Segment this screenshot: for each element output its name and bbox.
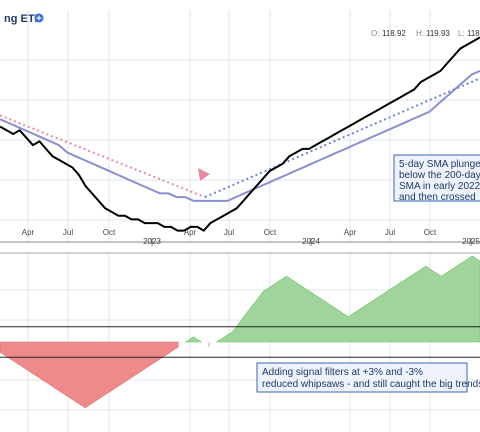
- x-tick-label: Jul: [385, 228, 395, 237]
- ohlc-low-value: 118: [467, 29, 480, 38]
- ohlc-open-value: 118.92: [382, 29, 406, 38]
- indicator-threshold-lines: [0, 326, 480, 358]
- price-annotation-text: 5-day SMA plunged below the 200-day SMA …: [399, 159, 480, 203]
- price-annotation: 5-day SMA plunged below the 200-day SMA …: [393, 154, 480, 203]
- price-annotation-box: [393, 154, 480, 202]
- positive-area: [184, 336, 203, 343]
- indicator-annotation-box: [256, 362, 468, 393]
- indicator-area: [0, 255, 480, 409]
- price-panel-bg: [0, 10, 480, 242]
- x-tick-label: Apr: [22, 228, 35, 237]
- x-tick-label: Oct: [264, 228, 277, 237]
- year-label: 2024: [302, 237, 320, 246]
- ohlc-high-key: H:: [416, 29, 424, 38]
- x-tick-label: Oct: [103, 228, 116, 237]
- x-tick-label: Oct: [424, 228, 437, 237]
- price-series: [0, 36, 480, 232]
- price-grid: [0, 10, 480, 242]
- info-plus-icon[interactable]: [34, 13, 44, 23]
- series-line-sma-long: [0, 69, 480, 202]
- ohlc-readout: O: 118.92 H: 119.93 L: 118: [371, 29, 480, 38]
- ohlc-open-key: O:: [371, 29, 379, 38]
- crossover-arrow: [198, 168, 210, 181]
- x-tick-label: Apr: [184, 228, 197, 237]
- series-line-trend-down-dotted: [0, 114, 206, 199]
- indicator-annotation-text: Adding signal filters at +3% and -3% red…: [262, 367, 480, 390]
- year-label: 2025: [462, 237, 480, 246]
- x-tick-label: Apr: [344, 228, 357, 237]
- x-tick-label: Jul: [224, 228, 234, 237]
- ohlc-high-value: 119.93: [426, 29, 450, 38]
- x-axis-ticks: Apr Jul Oct Apr Jul Oct Apr Jul Oct 2023 2024 2025: [22, 228, 480, 246]
- series-line-price: [0, 36, 480, 232]
- x-tick-label: Jul: [63, 228, 73, 237]
- ohlc-low-key: L:: [458, 29, 465, 38]
- positive-area: [215, 255, 480, 343]
- year-label: 2023: [143, 237, 161, 246]
- negative-area: [0, 341, 179, 409]
- chart-title: ng ETF: [4, 13, 42, 25]
- indicator-annotation: Adding signal filters at +3% and -3% red…: [256, 362, 480, 393]
